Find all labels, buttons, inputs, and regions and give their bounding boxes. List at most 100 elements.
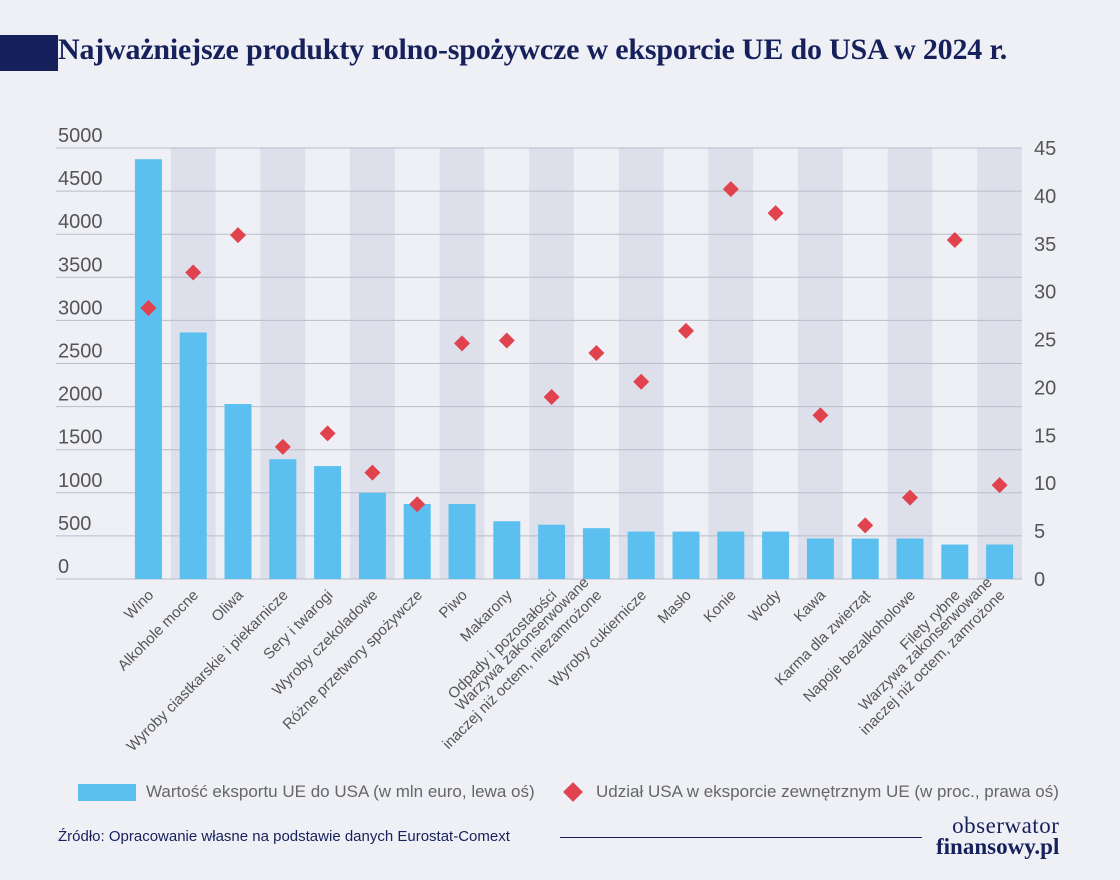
bar [672, 531, 700, 579]
bars [134, 159, 1014, 579]
logo-line1: obserwator [952, 813, 1060, 838]
diamond-marker [409, 496, 426, 513]
category-label-line: Wyroby ciastkarskie i piekarnicze [123, 587, 291, 755]
left-tick-label: 5000 [58, 125, 103, 147]
diamond-marker [722, 181, 739, 198]
category-label-line: Masło [655, 587, 695, 627]
category-label-line: Warzywa zakonserwowane [856, 574, 996, 714]
bar [448, 504, 476, 579]
left-tick-label: 2500 [58, 341, 103, 363]
left-tick-label: 4000 [58, 211, 103, 233]
legend-diamond-swatch [563, 782, 583, 802]
right-tick-label: 45 [1034, 138, 1056, 160]
legend-item-us-share: Udział USA w eksporcie zewnętrznym UE (w… [562, 782, 1059, 802]
category-label: Oliwa [208, 586, 247, 625]
right-tick-label: 20 [1034, 377, 1056, 399]
category-label: Piwo [436, 587, 471, 622]
category-label: Wyroby ciastkarskie i piekarnicze [123, 587, 291, 755]
left-tick-label: 1500 [58, 427, 103, 449]
diamond-marker [230, 227, 246, 244]
category-label-line: Piwo [436, 587, 471, 622]
diamond-marker [274, 438, 291, 455]
diamond-markers [140, 181, 1008, 534]
left-tick-label: 1000 [58, 470, 103, 492]
right-tick-label: 10 [1034, 473, 1056, 495]
right-tick-label: 30 [1034, 282, 1056, 304]
bar [134, 159, 162, 579]
category-label: Wino [121, 587, 157, 623]
bar [986, 544, 1014, 579]
bar [941, 544, 969, 579]
bar [314, 466, 342, 579]
bar [224, 404, 252, 579]
legend-label-export-value: Wartość eksportu UE do USA (w mln euro, … [146, 782, 535, 801]
left-axis-ticks: 0 500 1000 1500 2000 2500 3000 3500 4000 4500 5000 [58, 125, 103, 578]
right-tick-label: 40 [1034, 186, 1056, 208]
category-label: Masło [655, 587, 695, 627]
diamond-marker [991, 477, 1008, 494]
bar [627, 531, 655, 579]
diamond-marker [140, 299, 157, 316]
diamond-marker [678, 322, 694, 339]
diamond-marker [857, 517, 874, 534]
bar [582, 528, 610, 579]
left-tick-label: 500 [58, 513, 91, 535]
category-label: Alkohole mocne [115, 587, 202, 674]
logo-line2: finansowy.pl [936, 834, 1060, 859]
category-label: Kawa [791, 586, 830, 625]
diamond-marker [588, 344, 605, 361]
bar [896, 538, 924, 579]
diamond-marker [454, 335, 470, 352]
bar [717, 531, 745, 579]
category-label-line: Konie [700, 587, 739, 626]
diamond-marker [498, 332, 515, 349]
category-label-line: Kawa [791, 586, 830, 625]
diamond-marker [946, 231, 963, 248]
legend-label-us-share: Udział USA w eksporcie zewnętrznym UE (w… [596, 782, 1059, 801]
bar [851, 538, 879, 579]
right-tick-label: 35 [1034, 234, 1056, 256]
category-label-line: Wody [745, 586, 784, 625]
category-label-line: Oliwa [208, 586, 247, 625]
diamond-marker [319, 425, 336, 442]
category-label: Konie [700, 587, 739, 626]
source-note: Źródło: Opracowanie własne na podstawie … [58, 828, 510, 845]
category-label-line: Wino [121, 587, 157, 623]
category-label: Wody [745, 586, 784, 625]
source-divider [560, 837, 922, 838]
left-tick-label: 3000 [58, 297, 103, 319]
right-tick-label: 25 [1034, 330, 1056, 352]
chart-area: 0 500 1000 1500 2000 2500 3000 3500 4000 4500 5000… [56, 125, 1056, 755]
logo: obserwator finansowy.pl [936, 813, 1060, 859]
left-tick-label: 0 [58, 556, 69, 578]
bar [269, 459, 297, 579]
bar [538, 524, 566, 579]
bar [358, 492, 386, 579]
bar [179, 332, 207, 579]
category-label-line: Alkohole mocne [115, 587, 202, 674]
diamond-marker [364, 464, 381, 481]
left-tick-label: 2000 [58, 384, 103, 406]
category-label-line: Warzywa zakonserwowane [452, 574, 592, 714]
diamond-marker [812, 407, 829, 424]
bar [762, 531, 790, 579]
diamond-marker [543, 389, 560, 406]
right-tick-label: 0 [1034, 569, 1045, 591]
right-tick-label: 5 [1034, 521, 1045, 543]
left-tick-label: 3500 [58, 254, 103, 276]
title-accent-bar [0, 35, 58, 71]
diamond-marker [902, 489, 918, 506]
legend-bar-swatch [78, 783, 136, 801]
legend-item-export-value: Wartość eksportu UE do USA (w mln euro, … [78, 782, 535, 802]
diamond-marker [185, 264, 202, 281]
diamond-marker [633, 373, 650, 390]
bar [403, 504, 431, 579]
right-axis-ticks: 0 5 10 15 20 25 30 35 40 45 [1034, 138, 1056, 591]
diamond-marker [767, 205, 784, 222]
chart-title: Najważniejsze produkty rolno-spożywcze w… [58, 33, 1008, 66]
right-tick-label: 15 [1034, 425, 1056, 447]
bar [806, 538, 834, 579]
left-tick-label: 4500 [58, 168, 103, 190]
bar [493, 521, 521, 579]
